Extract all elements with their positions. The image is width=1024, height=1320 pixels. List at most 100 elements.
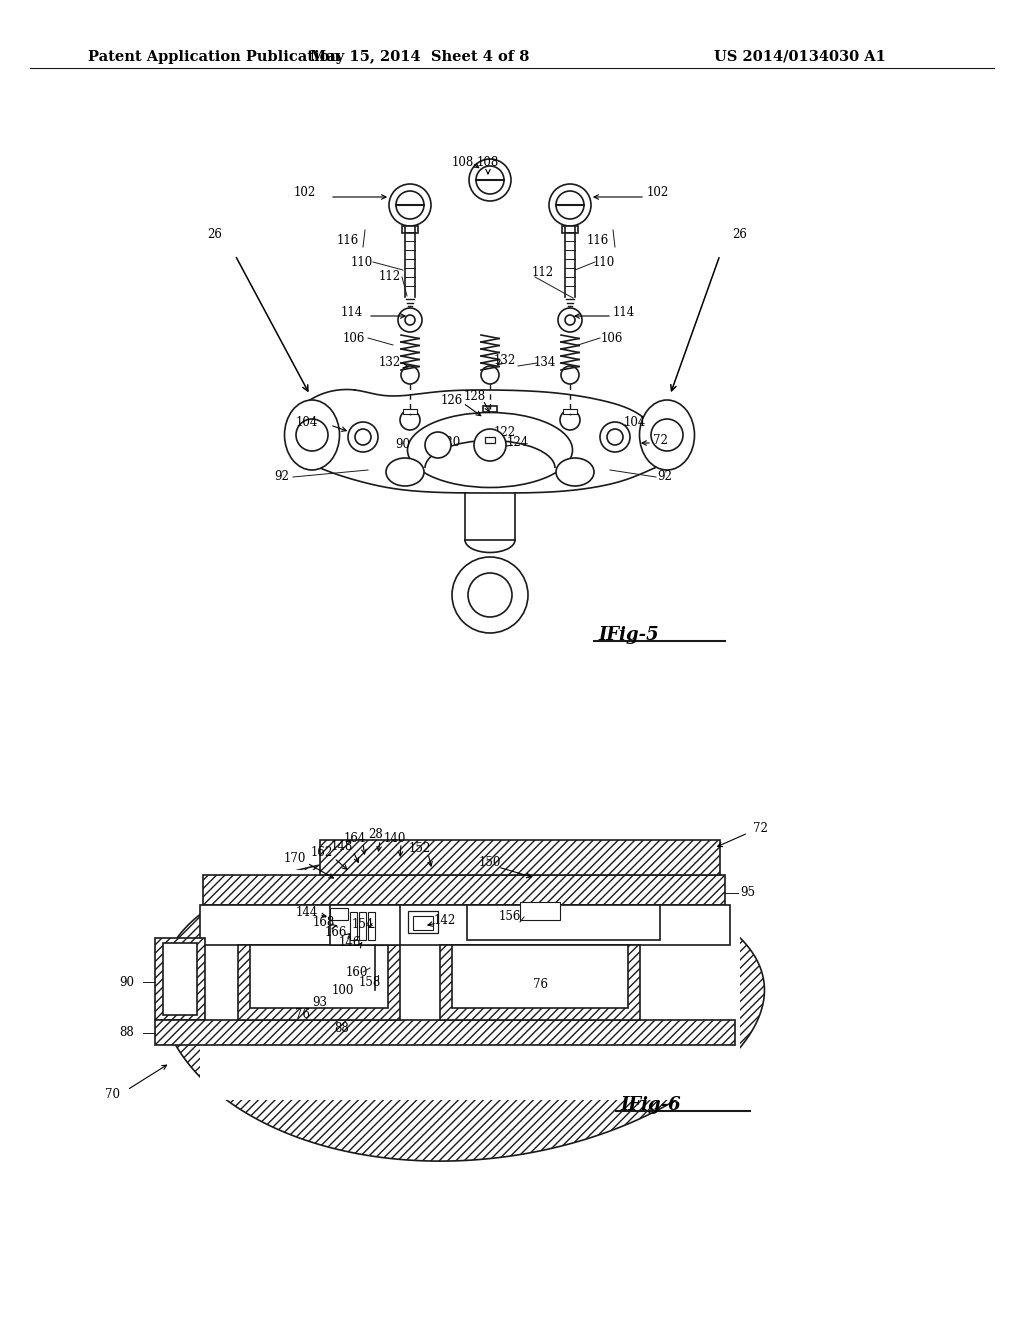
Text: 142: 142 (434, 913, 456, 927)
Text: 154: 154 (352, 917, 374, 931)
Bar (155, 939, 205, 1020)
Circle shape (565, 315, 575, 325)
Text: 150: 150 (479, 855, 501, 869)
Text: 114: 114 (613, 306, 635, 319)
Text: 164: 164 (344, 832, 367, 845)
Circle shape (348, 422, 378, 451)
Circle shape (556, 191, 584, 219)
Text: 134: 134 (534, 356, 556, 370)
Text: 166: 166 (325, 927, 347, 940)
Circle shape (396, 191, 424, 219)
Text: 170: 170 (284, 851, 306, 865)
Text: 116: 116 (337, 234, 359, 247)
Bar (520, 902, 560, 920)
Bar (408, 911, 438, 933)
Circle shape (481, 366, 499, 384)
Circle shape (561, 366, 579, 384)
Circle shape (425, 432, 451, 458)
Text: 72: 72 (753, 821, 767, 834)
Bar (330, 906, 400, 945)
Circle shape (406, 315, 415, 325)
Text: 88: 88 (335, 1022, 349, 1035)
Text: 158: 158 (358, 975, 381, 989)
Bar (467, 906, 660, 940)
Circle shape (560, 411, 580, 430)
Text: 146: 146 (339, 936, 361, 949)
Bar (203, 875, 725, 906)
Circle shape (549, 183, 591, 226)
Bar (238, 945, 400, 1020)
Text: 28: 28 (369, 828, 383, 841)
Circle shape (476, 166, 504, 194)
Bar (330, 908, 348, 920)
Bar (563, 409, 577, 414)
Text: 168: 168 (313, 916, 335, 929)
Text: 102: 102 (294, 186, 316, 199)
Text: 156: 156 (499, 911, 521, 924)
Bar (483, 407, 497, 412)
Text: 132: 132 (379, 356, 401, 370)
Bar (155, 1020, 735, 1045)
Text: 116: 116 (587, 234, 609, 247)
Bar (452, 945, 628, 1008)
Circle shape (468, 573, 512, 616)
Bar (200, 906, 730, 945)
Bar (163, 942, 197, 1015)
Text: 76: 76 (532, 978, 548, 991)
Circle shape (296, 418, 328, 451)
Bar (403, 409, 417, 414)
Text: 106: 106 (601, 331, 624, 345)
Text: 128: 128 (464, 391, 486, 404)
Circle shape (480, 411, 500, 430)
Bar (413, 916, 433, 931)
Circle shape (452, 557, 528, 634)
Text: 108: 108 (477, 157, 499, 169)
Text: 102: 102 (647, 186, 669, 199)
Ellipse shape (556, 458, 594, 486)
Text: 120: 120 (439, 437, 461, 450)
Circle shape (355, 429, 371, 445)
Text: 124: 124 (507, 436, 529, 449)
Bar (562, 226, 578, 234)
Text: 112: 112 (379, 271, 401, 284)
Text: 92: 92 (274, 470, 290, 483)
Ellipse shape (408, 412, 572, 487)
Circle shape (600, 422, 630, 451)
Text: 90: 90 (395, 438, 411, 451)
Text: 110: 110 (351, 256, 373, 268)
Text: 140: 140 (384, 832, 407, 845)
Text: 70: 70 (104, 1089, 120, 1101)
Text: 95: 95 (740, 887, 756, 899)
Text: 72: 72 (652, 433, 668, 446)
Text: 26: 26 (208, 228, 222, 242)
Text: 104: 104 (624, 416, 646, 429)
Text: 148: 148 (331, 840, 353, 853)
Ellipse shape (285, 400, 340, 470)
Text: 26: 26 (732, 228, 748, 242)
Bar (250, 945, 388, 1008)
Text: 110: 110 (593, 256, 615, 268)
Text: 93: 93 (312, 997, 328, 1010)
Text: 122: 122 (494, 425, 516, 438)
Ellipse shape (640, 400, 694, 470)
Polygon shape (160, 854, 765, 1162)
Circle shape (398, 308, 422, 333)
Bar (402, 226, 418, 234)
Text: 92: 92 (657, 470, 673, 483)
Text: May 15, 2014  Sheet 4 of 8: May 15, 2014 Sheet 4 of 8 (310, 50, 529, 63)
Text: 160: 160 (346, 965, 369, 978)
Bar (350, 912, 357, 940)
Text: 162: 162 (311, 846, 333, 858)
Circle shape (607, 429, 623, 445)
Text: 152: 152 (409, 842, 431, 854)
Text: 114: 114 (341, 306, 364, 319)
Text: 132: 132 (494, 354, 516, 367)
Circle shape (651, 418, 683, 451)
Text: 108: 108 (452, 157, 474, 169)
Circle shape (400, 411, 420, 430)
Bar (368, 912, 375, 940)
Text: 76: 76 (296, 1008, 310, 1022)
Bar (319, 840, 720, 875)
Circle shape (558, 308, 582, 333)
Bar (440, 945, 640, 1020)
